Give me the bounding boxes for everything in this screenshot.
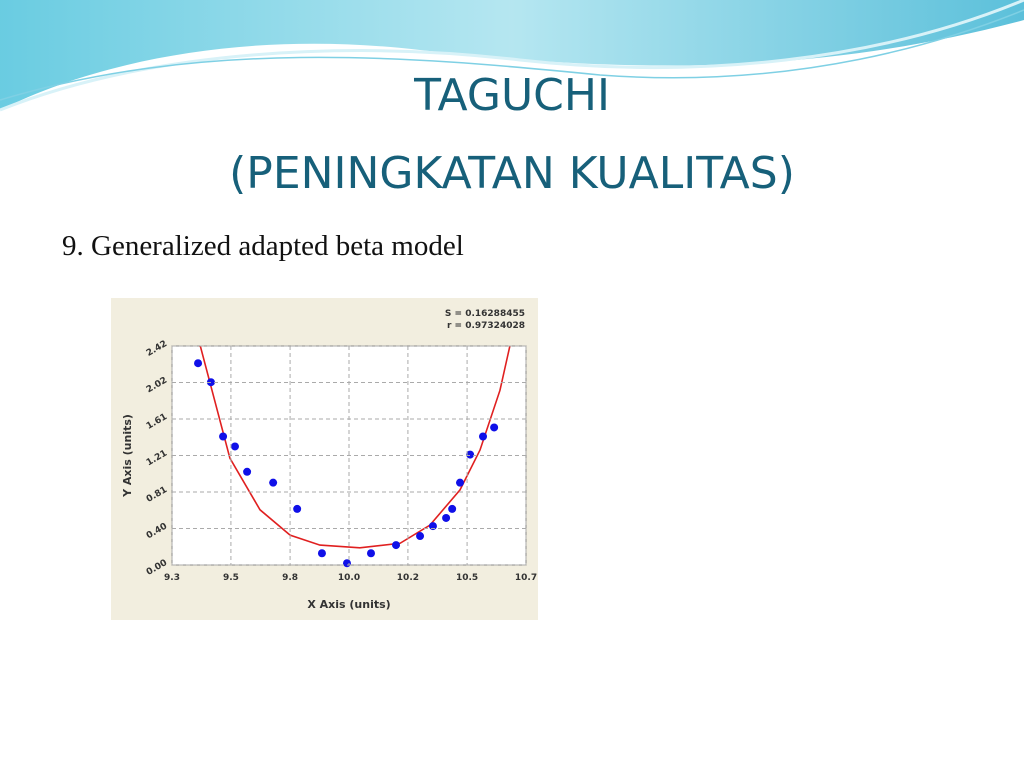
annotation: S = 0.16288455 bbox=[445, 309, 525, 319]
x-tick-label: 9.3 bbox=[164, 573, 180, 583]
header-wave bbox=[0, 0, 1024, 110]
title-line: TAGUCHI bbox=[413, 70, 610, 121]
data-point bbox=[317, 549, 326, 558]
data-point bbox=[448, 504, 457, 513]
data-point bbox=[456, 478, 465, 487]
data-point bbox=[392, 541, 401, 550]
x-tick-label: 9.5 bbox=[223, 573, 239, 583]
heading: 9. Generalized adapted beta model bbox=[62, 230, 464, 262]
plot bbox=[194, 346, 511, 568]
data-point bbox=[416, 532, 425, 541]
data-point bbox=[442, 513, 451, 522]
x-tick-label: 10.0 bbox=[338, 573, 360, 583]
data-point bbox=[293, 504, 302, 513]
x-tick-label: 9.8 bbox=[282, 573, 298, 583]
annotation: r = 0.97324028 bbox=[447, 321, 525, 331]
data-point bbox=[479, 432, 488, 441]
data-point bbox=[269, 478, 278, 487]
data-point bbox=[194, 359, 203, 368]
data-point bbox=[342, 559, 351, 568]
data-point bbox=[230, 442, 239, 451]
y-axis-label: Y Axis (units) bbox=[121, 414, 134, 498]
x-axis-label: X Axis (units) bbox=[307, 598, 390, 611]
data-point bbox=[490, 423, 499, 432]
x-tick-label: 10.2 bbox=[397, 573, 419, 583]
data-point bbox=[366, 549, 375, 558]
title-line: (PENINGKATAN KUALITAS) bbox=[229, 148, 795, 199]
data-point bbox=[219, 432, 228, 441]
x-tick-label: 10.5 bbox=[456, 573, 478, 583]
x-tick-label: 10.7 bbox=[515, 573, 537, 583]
data-point bbox=[466, 450, 475, 459]
wave-line bbox=[0, 9, 1024, 101]
data-point bbox=[243, 467, 252, 476]
